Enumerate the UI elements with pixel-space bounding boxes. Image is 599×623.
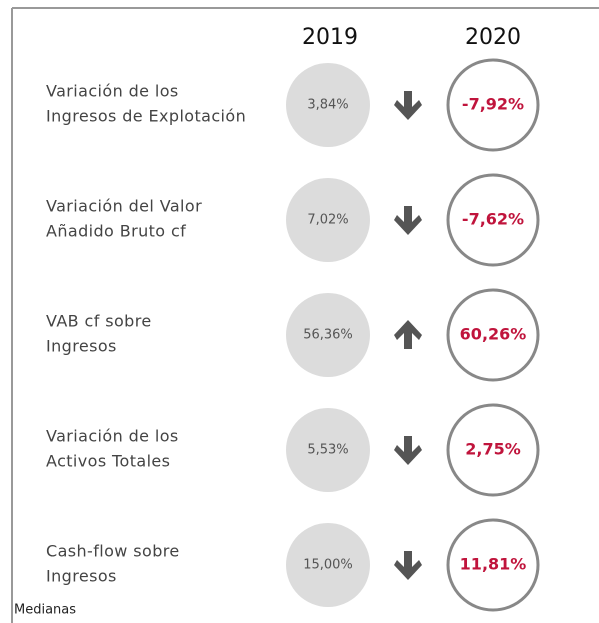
circle-2019	[286, 178, 370, 262]
value-2020: 2,75%	[465, 440, 521, 459]
value-2019: 7,02%	[307, 213, 348, 228]
circle-2020	[446, 403, 540, 497]
row-label: VAB cf sobre	[46, 312, 152, 331]
circle-2020	[446, 173, 540, 267]
header-2020: 2020	[465, 25, 521, 50]
row-label: Variación del Valor	[46, 197, 202, 216]
value-2020: 60,26%	[460, 325, 527, 344]
circle-2019	[286, 523, 370, 607]
circle-2019	[286, 63, 370, 147]
arrow-up	[394, 320, 422, 349]
row-label: Ingresos de Explotación	[46, 107, 246, 126]
value-2020: -7,92%	[462, 95, 524, 114]
row-label: Activos Totales	[46, 452, 170, 471]
row-label: Variación de los	[46, 427, 179, 446]
arrow-down	[394, 206, 422, 235]
row-label: Añadido Bruto cf	[46, 222, 186, 241]
row-label: Ingresos	[46, 567, 117, 586]
value-2019: 15,00%	[303, 558, 353, 573]
row-label: Cash-flow sobre	[46, 542, 180, 561]
value-2019: 56,36%	[303, 328, 353, 343]
circle-2020	[446, 518, 540, 612]
value-2020: 11,81%	[460, 555, 527, 574]
circle-2020	[446, 58, 540, 152]
circle-2020	[446, 288, 540, 382]
circle-2019	[286, 293, 370, 377]
header-2019: 2019	[302, 25, 358, 50]
row-label: Ingresos	[46, 337, 117, 356]
value-2020: -7,62%	[462, 210, 524, 229]
arrow-down	[394, 91, 422, 120]
value-2019: 3,84%	[307, 98, 348, 113]
value-2019: 5,53%	[307, 443, 348, 458]
footnote: Medianas	[14, 603, 76, 618]
arrow-down	[394, 436, 422, 465]
circle-2019	[286, 408, 370, 492]
arrow-down	[394, 551, 422, 580]
row-label: Variación de los	[46, 82, 179, 101]
